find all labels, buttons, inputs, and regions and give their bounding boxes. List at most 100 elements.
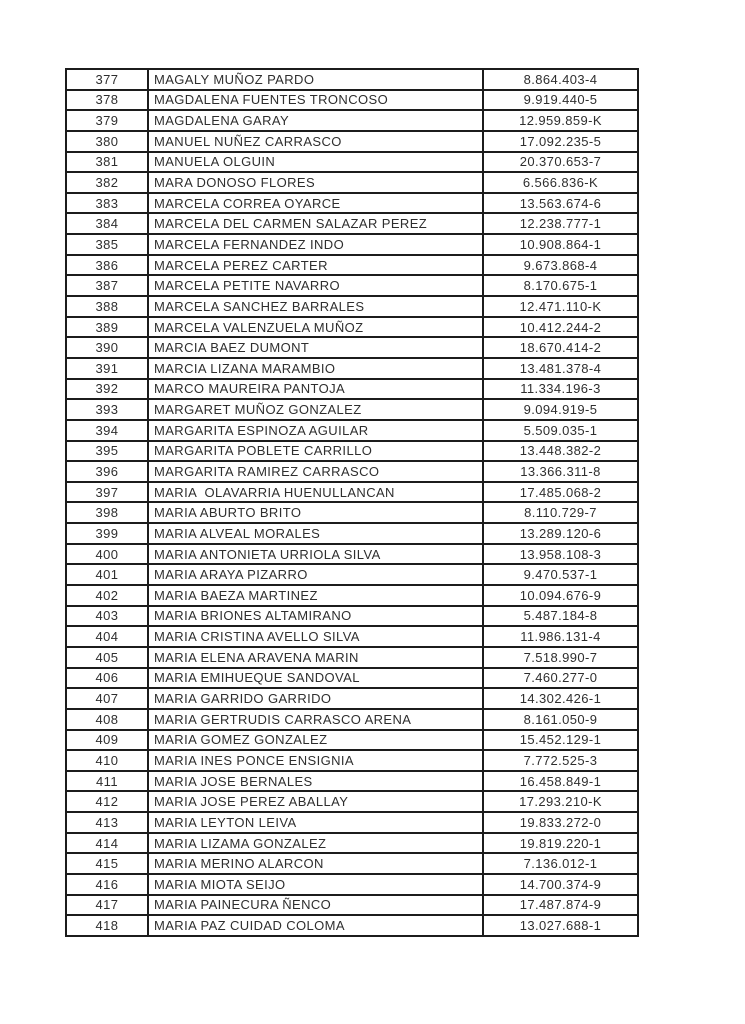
name-cell: MARGARITA ESPINOZA AGUILAR (147, 418, 484, 442)
table-row: 407 MARIA GARRIDO GARRIDO 14.302.426-1 (65, 687, 639, 710)
table-row: 404 MARIA CRISTINA AVELLO SILVA 11.986.131… (65, 625, 639, 648)
table-row: 385 MARCELA FERNANDEZ INDO 10.908.864-1 (65, 233, 639, 256)
row-number-cell: 392 (65, 377, 149, 401)
table-row: 394 MARGARITA ESPINOZA AGUILAR 5.509.035-1 (65, 418, 639, 442)
row-number-cell: 413 (65, 811, 149, 834)
table-row: 381 MANUELA OLGUIN 20.370.653-7 (65, 150, 639, 174)
table-row: 388 MARCELA SANCHEZ BARRALES 12.471.110-K (65, 295, 639, 318)
name-cell: MARIA MIOTA SEIJO (147, 873, 484, 896)
row-number-cell: 389 (65, 315, 149, 339)
name-cell: MAGDALENA FUENTES TRONCOSO (147, 88, 484, 112)
row-number-cell: 391 (65, 356, 149, 380)
row-number-cell: 384 (65, 212, 149, 236)
row-number-cell: 382 (65, 171, 149, 194)
name-cell: MARA DONOSO FLORES (147, 171, 484, 194)
rut-cell: 5.509.035-1 (482, 418, 639, 442)
name-cell: MARGARITA POBLETE CARRILLO (147, 439, 484, 463)
name-cell: MARIA JOSE PEREZ ABALLAY (147, 790, 484, 814)
rut-cell: 13.289.120-6 (482, 522, 639, 545)
row-number-cell: 412 (65, 790, 149, 814)
name-cell: MARIA LEYTON LEIVA (147, 811, 484, 834)
row-number-cell: 395 (65, 439, 149, 463)
table-row: 384 MARCELA DEL CARMEN SALAZAR PEREZ 12.23… (65, 212, 639, 236)
name-cell: MANUEL NUÑEZ CARRASCO (147, 129, 484, 153)
table-row: 409 MARIA GOMEZ GONZALEZ 15.452.129-1 (65, 728, 639, 752)
table-row: 386 MARCELA PEREZ CARTER 9.673.868-4 (65, 253, 639, 277)
row-number-cell: 397 (65, 480, 149, 504)
name-cell: MARIA GOMEZ GONZALEZ (147, 728, 484, 752)
name-cell: MARIA BRIONES ALTAMIRANO (147, 604, 484, 628)
table-row: 416 MARIA MIOTA SEIJO 14.700.374-9 (65, 873, 639, 896)
rut-cell: 13.027.688-1 (482, 914, 639, 937)
table-row: 413 MARIA LEYTON LEIVA 19.833.272-0 (65, 811, 639, 834)
name-cell: MARIA LIZAMA GONZALEZ (147, 831, 484, 855)
name-cell: MANUELA OLGUIN (147, 150, 484, 174)
row-number-cell: 416 (65, 873, 149, 896)
rut-cell: 10.094.676-9 (482, 584, 639, 607)
roster-table-body: 377 MAGALY MUÑOZ PARDO 8.864.403-4 378 MAGDA… (65, 68, 639, 937)
name-cell: MAGDALENA GARAY (147, 109, 484, 132)
rut-cell: 11.334.196-3 (482, 377, 639, 401)
row-number-cell: 408 (65, 707, 149, 731)
table-row: 396 MARGARITA RAMIREZ CARRASCO 13.366.311-… (65, 460, 639, 483)
row-number-cell: 398 (65, 501, 149, 525)
row-number-cell: 378 (65, 88, 149, 112)
name-cell: MARIA EMIHUEQUE SANDOVAL (147, 666, 484, 690)
rut-cell: 7.136.012-1 (482, 852, 639, 875)
table-row: 379 MAGDALENA GARAY 12.959.859-K (65, 109, 639, 132)
row-number-cell: 380 (65, 129, 149, 153)
table-row: 402 MARIA BAEZA MARTINEZ 10.094.676-9 (65, 584, 639, 607)
name-cell: MARCIA LIZANA MARAMBIO (147, 356, 484, 380)
row-number-cell: 379 (65, 109, 149, 132)
table-row: 398 MARIA ABURTO BRITO 8.110.729-7 (65, 501, 639, 525)
rut-cell: 6.566.836-K (482, 171, 639, 194)
table-row: 406 MARIA EMIHUEQUE SANDOVAL 7.460.277-0 (65, 666, 639, 690)
table-row: 378 MAGDALENA FUENTES TRONCOSO 9.919.440-5 (65, 88, 639, 112)
rut-cell: 8.161.050-9 (482, 707, 639, 731)
name-cell: MARIA CRISTINA AVELLO SILVA (147, 625, 484, 648)
rut-cell: 17.485.068-2 (482, 480, 639, 504)
table-row: 389 MARCELA VALENZUELA MUÑOZ 10.412.244-2 (65, 315, 639, 339)
name-roster-table: 377 MAGALY MUÑOZ PARDO 8.864.403-4 378 MAGDA… (65, 68, 639, 937)
row-number-cell: 401 (65, 563, 149, 586)
table-row: 393 MARGARET MUÑOZ GONZALEZ 9.094.919-5 (65, 398, 639, 421)
row-number-cell: 396 (65, 460, 149, 483)
table-row: 399 MARIA ALVEAL MORALES 13.289.120-6 (65, 522, 639, 545)
rut-cell: 9.673.868-4 (482, 253, 639, 277)
table-row: 382 MARA DONOSO FLORES 6.566.836-K (65, 171, 639, 194)
rut-cell: 17.487.874-9 (482, 893, 639, 917)
row-number-cell: 409 (65, 728, 149, 752)
rut-cell: 10.908.864-1 (482, 233, 639, 256)
table-row: 377 MAGALY MUÑOZ PARDO 8.864.403-4 (65, 68, 639, 91)
rut-cell: 7.460.277-0 (482, 666, 639, 690)
table-row: 383 MARCELA CORREA OYARCE 13.563.674-6 (65, 191, 639, 215)
row-number-cell: 405 (65, 645, 149, 669)
rut-cell: 11.986.131-4 (482, 625, 639, 648)
rut-cell: 12.238.777-1 (482, 212, 639, 236)
name-cell: MARCO MAUREIRA PANTOJA (147, 377, 484, 401)
row-number-cell: 402 (65, 584, 149, 607)
rut-cell: 7.772.525-3 (482, 749, 639, 772)
rut-cell: 20.370.653-7 (482, 150, 639, 174)
name-cell: MARIA ALVEAL MORALES (147, 522, 484, 545)
rut-cell: 14.302.426-1 (482, 687, 639, 710)
name-cell: MARIA GERTRUDIS CARRASCO ARENA (147, 707, 484, 731)
table-row: 417 MARIA PAINECURA ÑENCO 17.487.874-9 (65, 893, 639, 917)
row-number-cell: 386 (65, 253, 149, 277)
row-number-cell: 400 (65, 542, 149, 566)
name-cell: MARIA BAEZA MARTINEZ (147, 584, 484, 607)
table-row: 415 MARIA MERINO ALARCON 7.136.012-1 (65, 852, 639, 875)
rut-cell: 13.481.378-4 (482, 356, 639, 380)
row-number-cell: 377 (65, 68, 149, 91)
name-cell: MARIA ANTONIETA URRIOLA SILVA (147, 542, 484, 566)
rut-cell: 8.170.675-1 (482, 274, 639, 298)
row-number-cell: 410 (65, 749, 149, 772)
rut-cell: 15.452.129-1 (482, 728, 639, 752)
table-row: 414 MARIA LIZAMA GONZALEZ 19.819.220-1 (65, 831, 639, 855)
rut-cell: 13.563.674-6 (482, 191, 639, 215)
name-cell: MARIA OLAVARRIA HUENULLANCAN (147, 480, 484, 504)
row-number-cell: 385 (65, 233, 149, 256)
name-cell: MARIA MERINO ALARCON (147, 852, 484, 875)
name-cell: MARCELA PETITE NAVARRO (147, 274, 484, 298)
row-number-cell: 381 (65, 150, 149, 174)
